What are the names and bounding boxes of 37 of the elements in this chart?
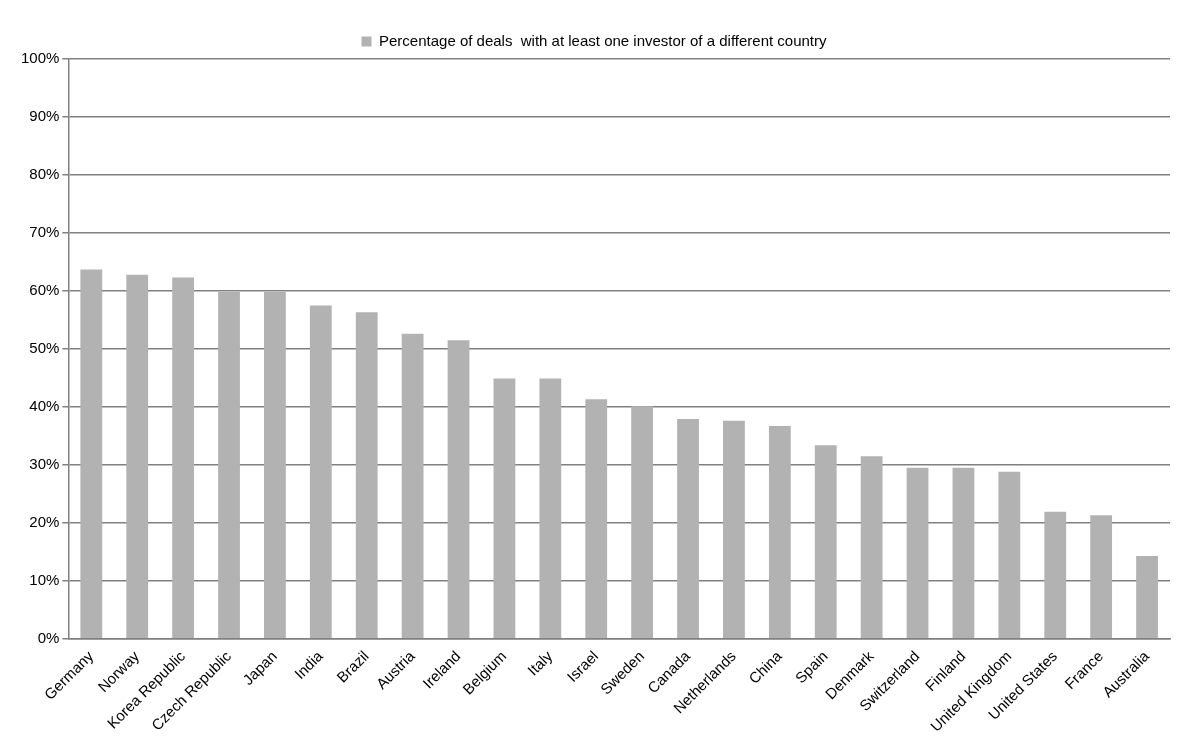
bar — [998, 471, 1021, 639]
x-tick-label: Italy — [523, 646, 556, 679]
y-tick-label: 100% — [20, 49, 60, 67]
bar — [952, 467, 975, 639]
bar — [1044, 511, 1067, 639]
bar — [723, 420, 745, 639]
y-tick-label: 0% — [37, 628, 60, 646]
bar — [906, 467, 929, 639]
bar — [1090, 515, 1113, 639]
y-tick-label: 50% — [29, 339, 60, 357]
bar — [355, 312, 378, 639]
bar — [814, 445, 837, 639]
y-tick-label: 90% — [29, 107, 60, 125]
bar — [126, 274, 149, 639]
y-tick-label: 70% — [29, 223, 60, 241]
bar — [539, 378, 562, 639]
bar — [218, 292, 240, 639]
bar — [172, 277, 195, 639]
bar — [493, 378, 516, 639]
y-tick-label: 10% — [29, 570, 60, 588]
bar — [1136, 555, 1158, 639]
bar — [768, 426, 791, 639]
bar — [401, 333, 424, 639]
y-tick-label: 40% — [29, 397, 60, 415]
bar — [264, 292, 286, 639]
bar — [447, 340, 470, 639]
bar — [309, 305, 332, 639]
legend-label: Percentage of deals with at least one investor of a different country — [379, 31, 827, 49]
y-tick-label: 60% — [29, 281, 60, 299]
y-tick-label: 80% — [29, 165, 60, 183]
bar — [860, 456, 883, 639]
y-tick-label: 20% — [29, 512, 60, 530]
bar — [631, 406, 654, 639]
y-tick-label: 30% — [29, 455, 60, 472]
bar — [677, 419, 699, 639]
bar — [585, 399, 608, 639]
bar — [80, 269, 103, 639]
